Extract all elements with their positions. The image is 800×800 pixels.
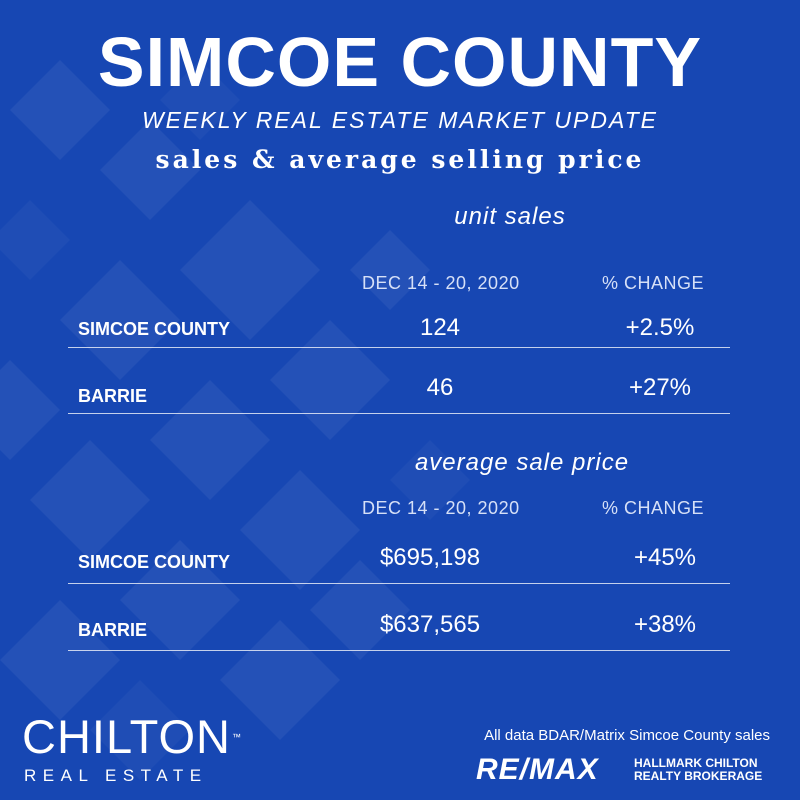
unit-sales-change-header: % CHANGE — [602, 273, 705, 293]
chilton-logo-subtitle: REAL ESTATE — [24, 766, 208, 785]
avg-price-change: +38% — [633, 611, 697, 638]
avg-price-value: $637,565 — [379, 611, 481, 638]
unit-sales-value: 124 — [419, 314, 461, 341]
page-subtitle: WEEKLY REAL ESTATE MARKET UPDATE — [141, 107, 659, 133]
row-divider — [68, 650, 730, 651]
row-divider — [68, 583, 730, 584]
avg-price-change: +45% — [633, 544, 697, 571]
trademark-mark: ™ — [231, 732, 242, 742]
remax-logo: RE/MAX — [476, 753, 599, 786]
chilton-logo: CHILTON™ — [22, 712, 242, 762]
avg-price-change-header: % CHANGE — [602, 498, 705, 518]
data-source-note: All data BDAR/Matrix Simcoe County sales — [484, 727, 770, 744]
unit-sales-change: +2.5% — [625, 314, 695, 341]
avg-price-value: $695,198 — [379, 544, 481, 571]
row-label: BARRIE — [78, 386, 148, 406]
brokerage-name-line2: REALTY BROKERAGE — [634, 769, 763, 783]
page-tagline: sales & average selling price — [155, 145, 645, 174]
unit-sales-period-header: DEC 14 - 20, 2020 — [362, 273, 520, 293]
avg-price-heading: average sale price — [414, 449, 630, 476]
page-title: SIMCOE COUNTY — [97, 23, 703, 101]
row-divider — [68, 413, 730, 414]
row-label: BARRIE — [78, 620, 148, 640]
unit-sales-change: +27% — [628, 374, 692, 401]
unit-sales-value: 46 — [426, 374, 454, 401]
row-label: SIMCOE COUNTY — [78, 552, 231, 572]
unit-sales-heading: unit sales — [454, 203, 566, 230]
chilton-logo-name: CHILTON — [22, 710, 231, 763]
avg-price-period-header: DEC 14 - 20, 2020 — [362, 498, 520, 518]
row-divider — [68, 347, 730, 348]
brokerage-name-line1: HALLMARK CHILTON — [634, 756, 758, 770]
row-label: SIMCOE COUNTY — [78, 319, 231, 339]
